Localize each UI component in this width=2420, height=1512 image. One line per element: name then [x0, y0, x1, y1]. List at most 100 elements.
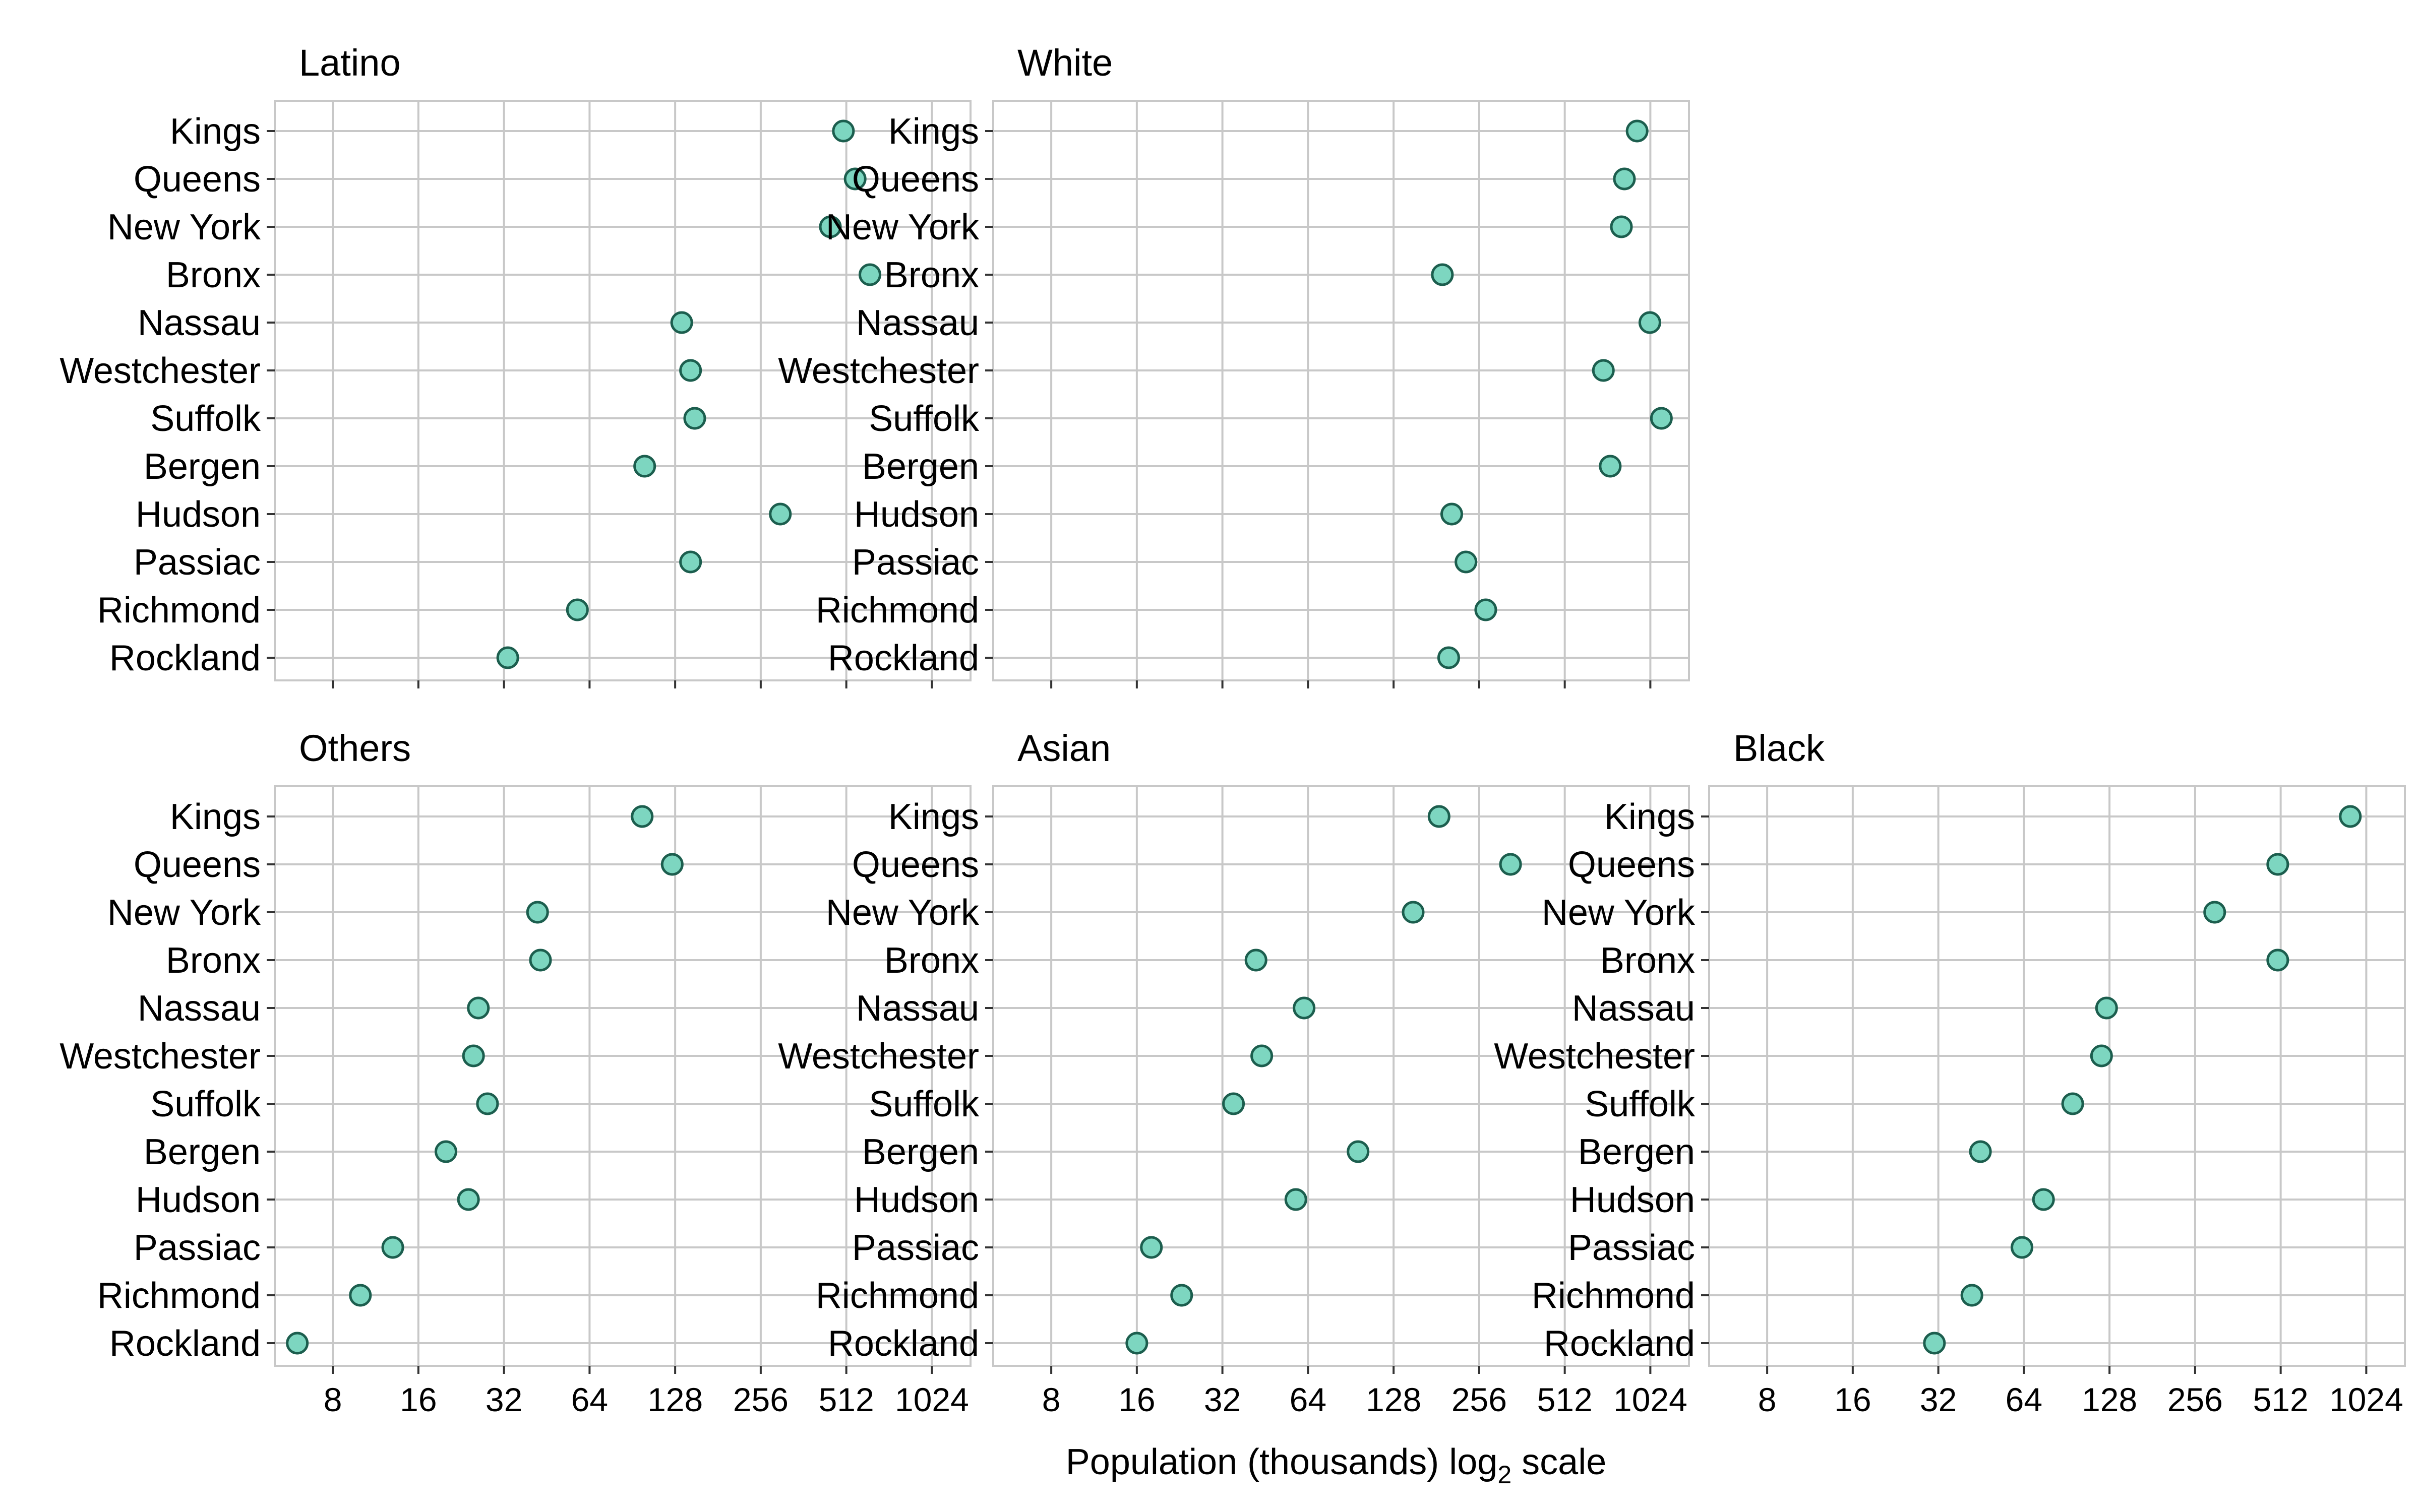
x-tick-label: 32	[486, 1381, 522, 1418]
data-point	[1969, 1140, 1992, 1163]
category-label: Hudson	[136, 494, 261, 535]
category-label: Nassau	[856, 988, 979, 1029]
category-label: Bergen	[1578, 1132, 1695, 1172]
facet-title: Asian	[1017, 727, 1111, 769]
x-tick-label: 512	[1537, 1381, 1593, 1418]
data-point	[381, 1236, 404, 1259]
facet-title: Others	[299, 727, 411, 769]
data-point	[1431, 263, 1454, 286]
data-point	[2266, 949, 2289, 972]
facet-asian: Asian Kings Queens New York Bronx Nassau Westc…	[778, 727, 1690, 1418]
category-label: Kings	[888, 797, 979, 837]
data-point	[670, 311, 693, 334]
category-label: Nassau	[138, 988, 261, 1029]
data-point	[1592, 359, 1615, 382]
data-point	[683, 407, 706, 430]
data-point	[1437, 646, 1460, 669]
x-tick-label: 256	[2167, 1381, 2223, 1418]
category-label: Bergen	[144, 1132, 261, 1172]
category-label: Queens	[134, 159, 261, 200]
data-point	[2090, 1044, 2113, 1067]
category-label: Bronx	[166, 940, 261, 981]
x-tick-label: 8	[324, 1381, 342, 1418]
category-label: Passiac	[1568, 1228, 1695, 1268]
data-point	[1222, 1092, 1245, 1115]
data-point	[349, 1284, 372, 1307]
x-tick-label: 32	[1920, 1381, 1957, 1418]
category-label: Rockland	[109, 1324, 261, 1364]
category-label: Rockland	[109, 638, 261, 678]
category-label: Kings	[888, 111, 979, 152]
data-point	[2095, 996, 2118, 1020]
category-label: Bergen	[862, 447, 979, 487]
x-tick-label: 128	[2082, 1381, 2137, 1418]
facet-latino: Latino Kings Queens New York Bronx Nassau West…	[59, 42, 972, 688]
data-point	[529, 949, 552, 972]
category-label: Rockland	[828, 638, 979, 678]
category-label: Suffolk	[869, 1084, 980, 1124]
x-tick-label: 1024	[895, 1381, 969, 1418]
x-tick-label: 8	[1758, 1381, 1777, 1418]
x-tick-label: 16	[400, 1381, 437, 1418]
category-label: Suffolk	[1585, 1084, 1696, 1124]
category-label: Nassau	[856, 303, 979, 343]
data-point	[2339, 805, 2362, 828]
category-label: Bergen	[144, 447, 261, 487]
x-axis-title: Population (thousands) log2 scale	[1066, 1442, 1607, 1489]
category-label: New York	[1542, 893, 1696, 933]
data-point	[467, 996, 490, 1020]
category-label: Queens	[134, 845, 261, 885]
data-point	[819, 215, 842, 238]
data-point	[1599, 455, 1622, 478]
data-point	[462, 1044, 485, 1067]
category-label: Rockland	[828, 1324, 979, 1364]
category-label: New York	[107, 207, 261, 247]
data-point	[1455, 550, 1478, 574]
category-label: Hudson	[854, 494, 979, 535]
data-point	[1293, 996, 1316, 1020]
category-label: Passiac	[134, 1228, 261, 1268]
data-point	[2203, 901, 2226, 924]
category-label: Hudson	[136, 1180, 261, 1220]
category-label: Passiac	[134, 542, 261, 583]
category-label: Westchester	[778, 351, 979, 391]
data-point	[1125, 1332, 1148, 1355]
category-label: Bergen	[862, 1132, 979, 1172]
data-point	[1347, 1140, 1370, 1163]
category-label: Queens	[852, 845, 979, 885]
x-tick-label: 64	[2006, 1381, 2042, 1418]
data-point	[1244, 949, 1267, 972]
x-tick-label: 1024	[1613, 1381, 1687, 1418]
data-point	[2061, 1092, 2084, 1115]
x-tick-label: 32	[1204, 1381, 1241, 1418]
data-point	[1960, 1284, 1983, 1307]
facet-title: Latino	[299, 42, 401, 84]
facet-title: Black	[1733, 727, 1825, 769]
data-point	[1250, 1044, 1274, 1067]
data-point	[1140, 1236, 1163, 1259]
panel-border	[274, 100, 972, 681]
data-point	[1170, 1284, 1193, 1307]
category-label: Richmond	[97, 1276, 261, 1316]
category-label: Rockland	[1544, 1324, 1695, 1364]
x-tick-label: 128	[1366, 1381, 1421, 1418]
data-point	[679, 550, 702, 574]
category-label: Westchester	[59, 351, 261, 391]
data-point	[859, 263, 882, 286]
facet-others: Others Kings Queens New York Bronx Nassau West…	[59, 727, 972, 1418]
category-label: Westchester	[1494, 1036, 1695, 1077]
data-point	[496, 646, 519, 669]
x-tick-label: 8	[1042, 1381, 1061, 1418]
category-label: Westchester	[778, 1036, 979, 1077]
data-point	[1610, 215, 1633, 238]
data-point	[286, 1332, 309, 1355]
category-label: Nassau	[1572, 988, 1695, 1029]
x-tick-label: 64	[1290, 1381, 1326, 1418]
data-point	[2032, 1188, 2055, 1211]
panel-border	[274, 785, 972, 1367]
category-label: Kings	[1604, 797, 1695, 837]
data-point	[1638, 311, 1661, 334]
category-label: Bronx	[884, 940, 979, 981]
x-tick-label: 128	[647, 1381, 703, 1418]
data-point	[2011, 1236, 2034, 1259]
